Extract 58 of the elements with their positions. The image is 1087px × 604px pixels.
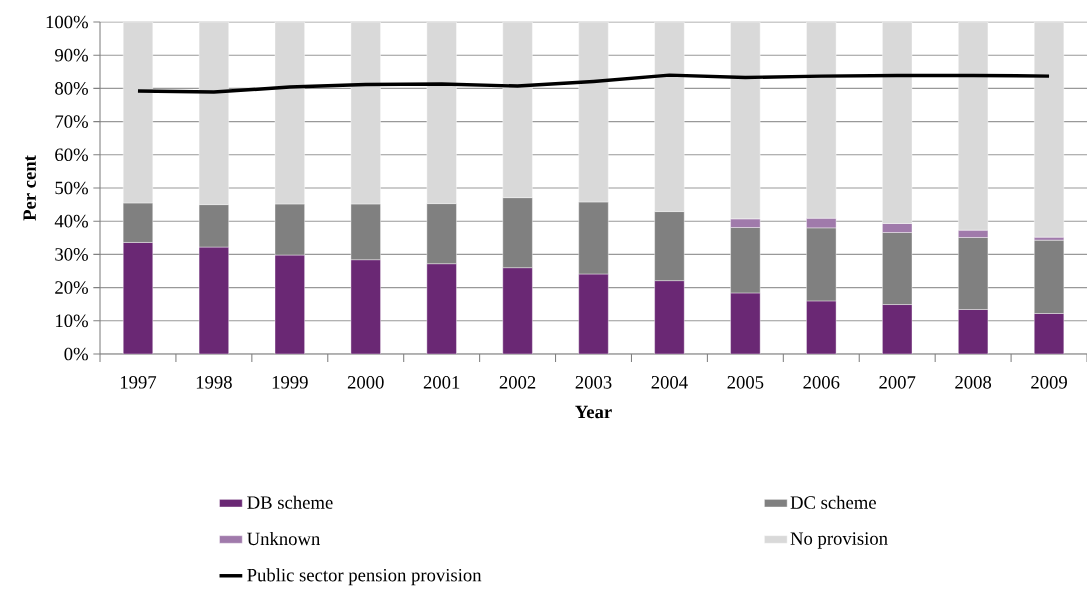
x-tick-label: 2003 bbox=[575, 376, 612, 389]
y-axis-title: Per cent bbox=[23, 155, 36, 221]
y-tick-label: 0% bbox=[64, 347, 88, 361]
legend-label: Unknown bbox=[247, 532, 321, 546]
bar bbox=[654, 22, 685, 212]
bar bbox=[122, 242, 153, 354]
x-tick-label: 2000 bbox=[347, 376, 384, 389]
bar bbox=[426, 263, 457, 354]
x-tick-label: 1998 bbox=[196, 376, 232, 389]
y-tick-label: 40% bbox=[54, 214, 88, 228]
bar bbox=[274, 22, 305, 205]
bar bbox=[350, 259, 381, 354]
x-tick-label: 2005 bbox=[727, 376, 764, 389]
bar bbox=[198, 22, 229, 205]
x-tick-label: 2001 bbox=[423, 376, 460, 389]
bar bbox=[1034, 22, 1065, 238]
y-tick-label: 50% bbox=[55, 181, 88, 195]
legend-label: DB scheme bbox=[247, 495, 333, 509]
y-tick-label: 100% bbox=[46, 15, 88, 29]
y-tick-label: 80% bbox=[55, 82, 88, 95]
y-tick-label: 60% bbox=[55, 148, 88, 162]
bar bbox=[730, 22, 761, 220]
x-tick-label: 2008 bbox=[955, 376, 992, 389]
bar bbox=[958, 22, 989, 231]
legend-label: DC scheme bbox=[790, 495, 876, 509]
bar bbox=[426, 22, 457, 204]
y-tick-label: 90% bbox=[55, 48, 88, 62]
y-tick-label: 70% bbox=[55, 115, 88, 128]
y-tick-label: 10% bbox=[56, 314, 88, 328]
x-tick-label: 2002 bbox=[499, 376, 536, 389]
bar bbox=[806, 22, 837, 219]
bar bbox=[502, 22, 533, 198]
bar bbox=[198, 246, 229, 354]
bar bbox=[122, 22, 153, 204]
bar bbox=[654, 280, 685, 354]
legend-label: Public sector pension provision bbox=[247, 568, 482, 586]
bar bbox=[274, 254, 305, 354]
x-tick-label: 2006 bbox=[803, 376, 840, 389]
bar bbox=[806, 300, 837, 354]
x-axis-title: Year bbox=[575, 405, 612, 419]
bar bbox=[882, 304, 913, 354]
legend-label: No provision bbox=[790, 532, 888, 549]
x-tick-label: 2004 bbox=[651, 376, 688, 389]
bar bbox=[502, 267, 533, 354]
bar bbox=[730, 292, 761, 354]
y-tick-label: 20% bbox=[55, 281, 88, 294]
y-tick-label: 30% bbox=[55, 248, 88, 261]
bar bbox=[578, 22, 609, 203]
bar bbox=[882, 22, 913, 224]
x-tick-label: 2007 bbox=[879, 376, 916, 389]
bar bbox=[1034, 313, 1065, 354]
bar bbox=[958, 309, 989, 354]
bar bbox=[578, 273, 609, 354]
line-series bbox=[136, 73, 1051, 94]
x-tick-label: 2009 bbox=[1031, 376, 1067, 389]
x-tick-label: 1999 bbox=[272, 376, 308, 389]
bar bbox=[350, 22, 381, 205]
x-tick-label: 1997 bbox=[120, 376, 157, 389]
